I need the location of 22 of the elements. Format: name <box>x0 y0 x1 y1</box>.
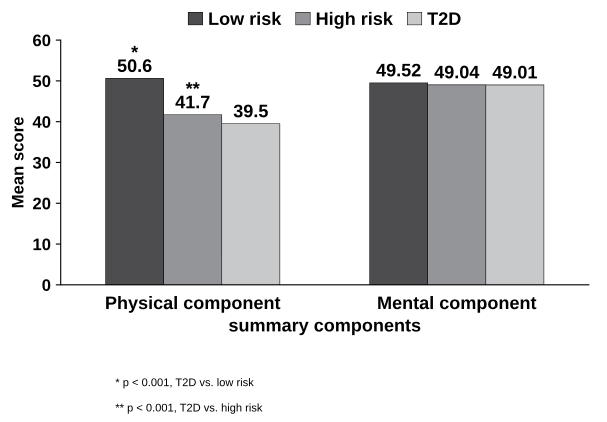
y-tick-label: 30 <box>32 156 50 169</box>
y-tick-label: 60 <box>33 34 50 46</box>
data-label: * 50.6 <box>118 46 152 72</box>
x-axis-title: summary components <box>229 320 420 336</box>
legend-label: T2D <box>427 12 461 25</box>
data-label: 39.5 <box>234 104 268 118</box>
y-tick-label: 50 <box>32 75 50 88</box>
y-tick-label: 20 <box>33 198 50 210</box>
y-tick-label: 0 <box>42 279 50 292</box>
data-label: 49.52 <box>376 64 421 76</box>
y-axis-title: Mean score <box>12 117 24 208</box>
y-tick-label: 40 <box>32 116 50 128</box>
data-label: ** 41.7 <box>175 82 210 108</box>
text: * p < 0.001, T2D vs. low risk <box>116 378 254 388</box>
data-label: 49.04 <box>434 66 480 78</box>
x-tick-label: Mental component <box>378 296 536 313</box>
y-tick-label: 10 <box>33 238 50 250</box>
legend-label: High risk <box>316 12 393 29</box>
legend-label: Low risk <box>209 12 282 26</box>
x-tick-label: Physical component <box>106 296 280 313</box>
text: ** p < 0.001, T2D vs. high risk <box>116 403 262 414</box>
data-label: 49.01 <box>492 66 537 79</box>
